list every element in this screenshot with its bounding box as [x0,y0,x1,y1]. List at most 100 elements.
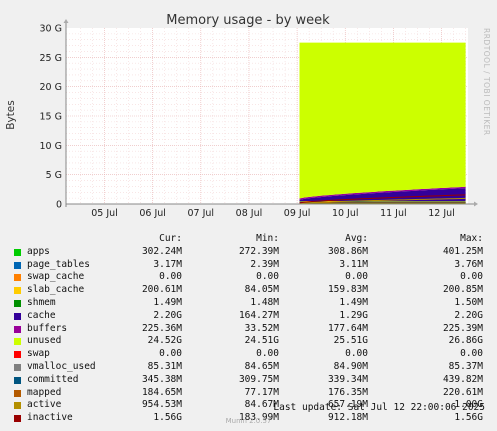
legend-cur: 345.38M [141,373,182,385]
legend-row-active: active 954.53M 84.67M 657.19M 1.00G [12,399,490,412]
legend-max: 2.20G [454,309,483,321]
legend-avg: 1.49M [339,296,368,308]
legend-avg: 308.86M [327,245,368,257]
legend-avg: 84.90M [333,360,368,372]
legend-name: active [27,399,62,411]
legend-row-mapped: mapped 184.65M 77.17M 176.35M 220.61M [12,387,490,400]
series-layer [299,42,466,204]
legend-row-page_tables: page_tables 3.17M 2.39M 3.11M 3.76M [12,259,490,272]
legend-cur: 0.00 [159,348,182,360]
y-tick-label: 20 G [40,82,62,93]
legend-cur: 24.52G [147,335,182,347]
legend-table: Cur: Min: Avg: Max: apps 302.24M 272.39M 30… [12,233,490,425]
legend-swatch [14,325,21,333]
legend-swatch [14,287,21,295]
x-tick-label: 08 Jul [236,208,263,219]
legend-swatch [14,415,21,423]
legend-cur: 2.20G [153,309,182,321]
legend-row-swap: swap 0.00 0.00 0.00 0.00 [12,348,490,361]
x-tick-label: 09 Jul [284,208,311,219]
legend-max: 1.56G [454,412,483,424]
legend-cur: 302.24M [141,245,182,257]
header-avg: Avg: [345,233,368,244]
line-inactive [299,194,466,204]
legend-name: apps [27,245,50,257]
legend-avg: 177.64M [327,322,368,334]
legend-row-swap_cache: swap_cache 0.00 0.00 0.00 0.00 [12,271,490,284]
legend-min: 272.39M [238,245,279,257]
memory-chart: Memory usage - by week Bytes RRDTOOL / T… [5,13,491,219]
legend-swatch [14,274,21,282]
legend-max: 225.39M [442,322,483,334]
legend-avg: 657.19M [327,399,368,411]
legend-row-apps: apps 302.24M 272.39M 308.86M 401.25M [12,246,490,259]
legend-row-vmalloc_used: vmalloc_used 85.31M 84.65M 84.90M 85.37M [12,361,490,374]
legend-avg: 0.00 [345,348,368,360]
legend-swatch [14,363,21,371]
legend-avg: 3.11M [339,258,368,270]
legend-min: 309.75M [238,373,279,385]
y-tick-label: 10 G [40,141,62,152]
legend-row-buffers: buffers 225.36M 33.52M 177.64M 225.39M [12,323,490,336]
legend-cur: 3.17M [153,258,182,270]
legend-name: committed [27,373,79,385]
legend-max: 3.76M [454,258,483,270]
legend-max: 220.61M [442,386,483,398]
y-axis-arrow [63,19,69,23]
legend-name: inactive [27,412,73,424]
legend-min: 24.51G [244,335,279,347]
legend-min: 33.52M [244,322,279,334]
legend-cur: 0.00 [159,271,182,283]
legend-name: swap_cache [27,271,85,283]
legend-cur: 184.65M [141,386,182,398]
axes [63,19,478,207]
legend-cur: 1.56G [153,412,182,424]
legend-max: 401.25M [442,245,483,257]
legend-swatch [14,312,21,320]
legend-name: slab_cache [27,284,85,296]
legend-min: 0.00 [256,348,279,360]
legend-cur: 1.49M [153,296,182,308]
legend-min: 0.00 [256,271,279,283]
legend-header: Cur: Min: Avg: Max: [12,233,490,246]
legend-cur: 225.36M [141,322,182,334]
legend-avg: 339.34M [327,373,368,385]
series-unused [299,42,466,199]
header-min: Min: [256,233,279,244]
y-tick-label: 0 [56,200,62,211]
legend-max: 0.00 [460,271,483,283]
legend-avg: 1.29G [339,309,368,321]
x-tick-labels: 05 Jul 06 Jul 07 Jul 08 Jul 09 Jul 10 Jul 11 J… [91,208,455,219]
legend-max: 85.37M [448,360,483,372]
header-cur: Cur: [159,233,182,244]
legend-min: 1.48M [250,296,279,308]
legend-swatch [14,351,21,359]
legend-name: mapped [27,386,62,398]
series-cache [299,188,466,202]
x-tick-label: 07 Jul [188,208,215,219]
legend-swatch [14,248,21,256]
legend-row-committed: committed 345.38M 309.75M 339.34M 439.82M [12,374,490,387]
x-tick-label: 11 Jul [380,208,407,219]
x-tick-label: 12 Jul [428,208,455,219]
legend-min: 77.17M [244,386,279,398]
y-tick-labels: 0 5 G 10 G 15 G 20 G 25 G 30 G [40,24,62,211]
y-tick-label: 5 G [46,170,62,181]
legend-swatch [14,376,21,384]
legend-row-shmem: shmem 1.49M 1.48M 1.49M 1.50M [12,297,490,310]
legend-min: 84.65M [244,360,279,372]
legend-name: buffers [27,322,68,334]
y-axis-label: Bytes [5,100,17,129]
legend-avg: 176.35M [327,386,368,398]
legend-min: 164.27M [238,309,279,321]
legend-name: page_tables [27,258,90,270]
rrdtool-credit: RRDTOOL / TOBI OETIKER [482,28,491,136]
legend-rows: apps 302.24M 272.39M 308.86M 401.25M page_tab… [12,246,490,425]
legend-name: vmalloc_used [27,360,96,372]
legend-cur: 85.31M [147,360,182,372]
legend-max: 200.85M [442,284,483,296]
x-tick-label: 05 Jul [91,208,118,219]
legend-name: unused [27,335,62,347]
y-tick-label: 15 G [40,112,62,123]
y-tick-label: 25 G [40,53,62,64]
